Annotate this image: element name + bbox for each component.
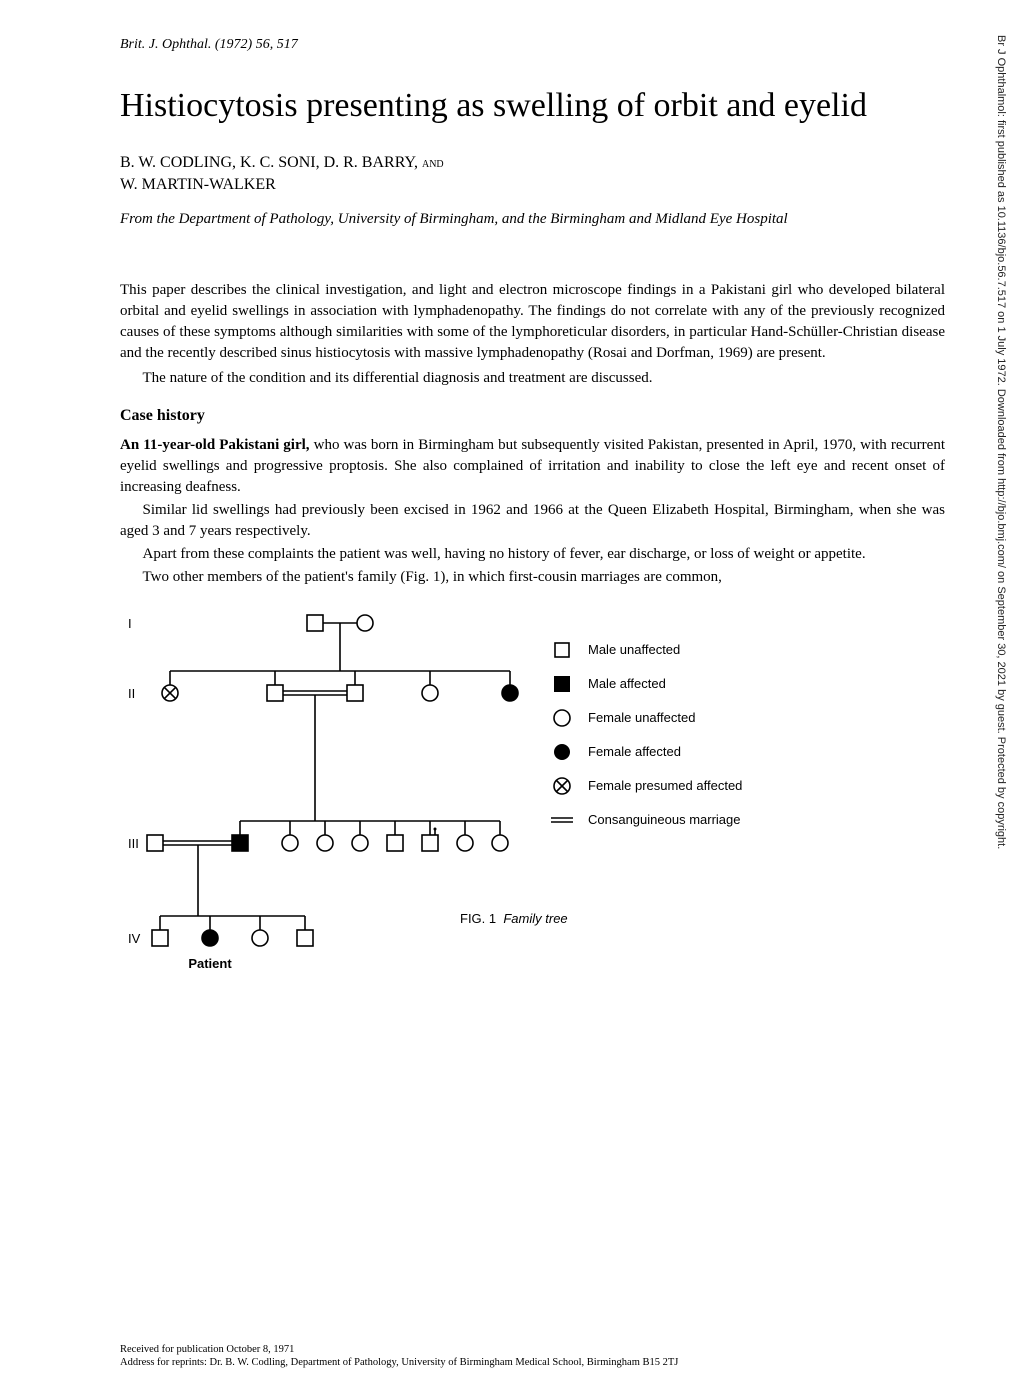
- case-history-body: An 11-year-old Pakistani girl, who was b…: [120, 435, 945, 588]
- square-outline-icon: [550, 640, 574, 660]
- figure-caption-text: Family tree: [503, 911, 567, 926]
- intro-paragraph-1: This paper describes the clinical invest…: [120, 280, 945, 364]
- circle-x-icon: [550, 776, 574, 796]
- legend-consanguineous: Consanguineous marriage: [550, 810, 742, 830]
- figure-1: IIIIIIIVPatient Male unaffected Male aff…: [120, 598, 945, 998]
- figure-legend: Male unaffected Male affected Female una…: [550, 640, 742, 844]
- legend-female-affected: Female affected: [550, 742, 742, 762]
- author-affiliation: From the Department of Pathology, Univer…: [120, 209, 945, 230]
- footnote-received: Received for publication October 8, 1971: [120, 1343, 945, 1356]
- case-paragraph-3: Apart from these complaints the patient …: [120, 544, 945, 565]
- legend-label: Male affected: [588, 675, 666, 693]
- generation-label: IV: [128, 931, 141, 946]
- legend-label: Female unaffected: [588, 709, 695, 727]
- authors-line1: B. W. CODLING, K. C. SONI, D. R. BARRY,: [120, 154, 422, 171]
- intro-paragraph-2: The nature of the condition and its diff…: [120, 368, 945, 389]
- generation-label: II: [128, 686, 135, 701]
- legend-label: Female presumed affected: [588, 777, 742, 795]
- case-history-heading: Case history: [120, 405, 945, 427]
- authors-and: AND: [422, 156, 444, 171]
- legend-female-presumed: Female presumed affected: [550, 776, 742, 796]
- patient-label: Patient: [188, 956, 232, 971]
- generation-label: I: [128, 616, 132, 631]
- figure-caption-prefix: FIG. 1: [460, 911, 496, 926]
- double-line-icon: [550, 810, 574, 830]
- authors-line2: W. MARTIN-WALKER: [120, 176, 276, 193]
- legend-female-unaffected: Female unaffected: [550, 708, 742, 728]
- legend-male-unaffected: Male unaffected: [550, 640, 742, 660]
- case-paragraph-2: Similar lid swellings had previously bee…: [120, 500, 945, 542]
- footnote-address: Address for reprints: Dr. B. W. Codling,…: [120, 1356, 945, 1369]
- legend-label: Consanguineous marriage: [588, 811, 740, 829]
- legend-male-affected: Male affected: [550, 674, 742, 694]
- circle-filled-icon: [550, 742, 574, 762]
- journal-citation: Brit. J. Ophthal. (1972) 56, 517: [120, 35, 945, 55]
- author-block: B. W. CODLING, K. C. SONI, D. R. BARRY, …: [120, 152, 945, 197]
- square-filled-icon: [550, 674, 574, 694]
- circle-outline-icon: [550, 708, 574, 728]
- footnote: Received for publication October 8, 1971…: [120, 1343, 945, 1369]
- intro-section: This paper describes the clinical invest…: [120, 280, 945, 389]
- legend-label: Male unaffected: [588, 641, 680, 659]
- legend-label: Female affected: [588, 743, 681, 761]
- case-paragraph-4: Two other members of the patient's famil…: [120, 567, 945, 588]
- pedigree-diagram: IIIIIIIVPatient: [120, 598, 540, 998]
- figure-caption: FIG. 1 Family tree: [460, 910, 568, 928]
- generation-label: III: [128, 836, 139, 851]
- copyright-sidebar: Br J Ophthalmol: first published as 10.1…: [993, 35, 1008, 1365]
- case-paragraph-1: An 11-year-old Pakistani girl, who was b…: [120, 435, 945, 498]
- article-title: Histiocytosis presenting as swelling of …: [120, 85, 945, 128]
- case-lead-in: An 11-year-old Pakistani girl,: [120, 437, 310, 453]
